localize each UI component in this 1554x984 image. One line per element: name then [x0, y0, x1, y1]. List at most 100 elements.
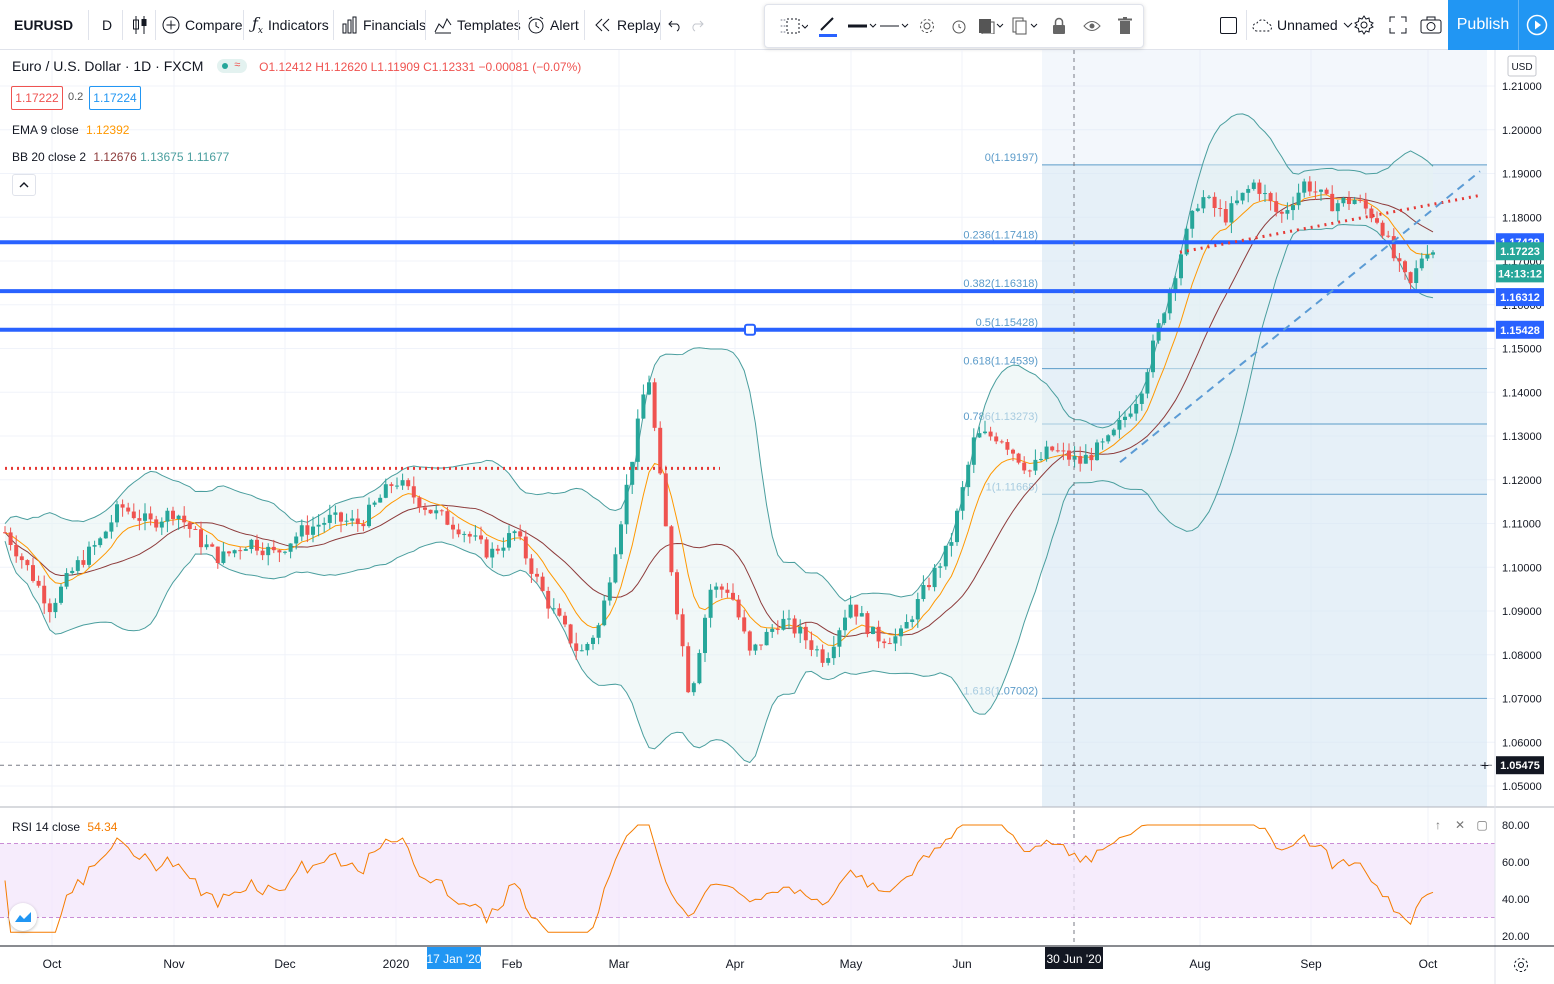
clone-button[interactable] — [1011, 14, 1041, 38]
candle-body — [1341, 197, 1346, 204]
candle-body — [81, 560, 86, 565]
candle-body — [92, 545, 97, 547]
templates-button[interactable]: Templates — [434, 8, 521, 42]
candle-body — [1291, 205, 1295, 211]
dashed-trend-line[interactable] — [1119, 170, 1481, 464]
replay-label: Replay — [617, 17, 661, 33]
alarm-clock-icon — [528, 16, 544, 34]
financials-button[interactable]: Financials — [342, 8, 426, 42]
line-anchor-handle[interactable] — [744, 323, 756, 336]
candle-body — [383, 484, 388, 498]
candle-body — [417, 497, 422, 508]
candle-body — [294, 536, 299, 544]
candle-body — [87, 546, 91, 565]
time-axis-settings-button[interactable] — [1510, 954, 1532, 976]
price-tick-label: 1.15000 — [1502, 344, 1542, 356]
bb-label: BB 20 close 2 — [12, 150, 87, 164]
candle-body — [815, 649, 819, 651]
template-select-button[interactable] — [783, 14, 811, 38]
lock-button[interactable] — [1047, 14, 1071, 38]
play-circle-icon — [1526, 14, 1548, 36]
rsi-label: RSI 14 close — [12, 820, 81, 834]
drag-handle[interactable] — [771, 14, 795, 38]
publish-dropdown-button[interactable] — [1518, 0, 1554, 50]
candle-body — [1369, 208, 1374, 219]
chart-type-button[interactable] — [131, 8, 149, 42]
fullscreen-button[interactable] — [1389, 8, 1407, 42]
candle-body — [451, 524, 455, 530]
candle-body — [1139, 393, 1144, 404]
chart-canvas[interactable]: 0(1.19197) 0.236(1.17418) 0.382(1.16318) 0.… — [0, 50, 1554, 984]
visibility-button[interactable] — [977, 14, 1007, 38]
template-icon — [786, 18, 808, 34]
candle-body — [215, 546, 220, 563]
candle-body — [607, 582, 612, 601]
candle-body — [798, 626, 803, 634]
currency-label: USD — [1511, 62, 1532, 73]
candle-body — [641, 394, 646, 419]
sell-price: 1.17222 — [15, 91, 59, 105]
candle-body — [731, 592, 735, 600]
buy-price-button[interactable]: 1.17224 — [89, 86, 141, 110]
candle-body — [439, 510, 444, 512]
drawing-settings-button[interactable] — [915, 14, 939, 38]
line-style-button[interactable] — [879, 14, 909, 38]
arrow-up-icon[interactable]: ↑ — [1435, 818, 1441, 832]
candle-body — [411, 486, 416, 498]
undo-button[interactable] — [668, 8, 682, 42]
trend-dotted-line[interactable] — [1179, 193, 1481, 254]
camera-icon — [1420, 16, 1442, 34]
candle-body — [344, 520, 349, 522]
candle-body — [406, 480, 411, 487]
collapse-legend-button[interactable] — [12, 174, 36, 196]
candle-body — [260, 550, 265, 556]
indicators-button[interactable]: ƒx Indicators — [252, 8, 329, 42]
candle-body — [333, 512, 338, 515]
candle-body — [686, 646, 691, 693]
maximize-icon[interactable]: ▢ — [1476, 818, 1488, 832]
line-color-button[interactable] — [815, 14, 841, 38]
candle-body — [210, 544, 215, 547]
candle-body — [64, 573, 69, 587]
candle-body — [1296, 192, 1301, 206]
compare-button[interactable]: Compare — [162, 8, 243, 42]
candle-body — [1302, 181, 1307, 193]
bollinger-basis-line — [4, 196, 1434, 638]
alert-drawing-button[interactable] — [947, 14, 971, 38]
close-icon[interactable]: ✕ — [1454, 818, 1466, 832]
replay-button[interactable]: Replay — [594, 8, 661, 42]
bar-chart-icon — [342, 16, 357, 34]
candle-body — [1044, 446, 1049, 459]
publish-button[interactable]: Publish — [1448, 0, 1518, 50]
layout-name-button[interactable]: Unnamed — [1252, 8, 1353, 42]
symbol-search[interactable]: EURUSD — [14, 8, 73, 42]
candle-body — [255, 539, 259, 551]
candle-body — [1100, 441, 1105, 443]
layout-checkbox[interactable] — [1220, 8, 1237, 42]
bollinger-fill — [5, 113, 1433, 763]
sell-price-button[interactable]: 1.17222 — [11, 86, 63, 110]
candle-body — [736, 599, 741, 618]
candle-body — [630, 461, 635, 485]
candle-body — [322, 522, 327, 525]
candle-body — [1257, 182, 1262, 194]
line-width-button[interactable] — [847, 14, 877, 38]
candle-body — [1419, 258, 1424, 269]
candle-body — [787, 618, 791, 620]
tradingview-logo[interactable] — [9, 903, 37, 931]
candle-body — [927, 585, 931, 588]
hide-button[interactable] — [1080, 14, 1104, 38]
interval-button[interactable]: D — [102, 8, 112, 42]
logo-icon — [15, 912, 31, 922]
snapshot-button[interactable] — [1420, 8, 1442, 42]
redo-button[interactable] — [690, 8, 704, 42]
settings-button[interactable] — [1354, 8, 1374, 42]
candle-body — [1251, 182, 1256, 189]
candle-body — [865, 613, 870, 634]
alert-label: Alert — [550, 17, 579, 33]
candle-body — [568, 624, 573, 644]
candle-body — [187, 522, 192, 529]
alert-button[interactable]: Alert — [527, 8, 579, 42]
ohlc-high: H1.12620 — [315, 60, 368, 74]
delete-button[interactable] — [1113, 14, 1137, 38]
